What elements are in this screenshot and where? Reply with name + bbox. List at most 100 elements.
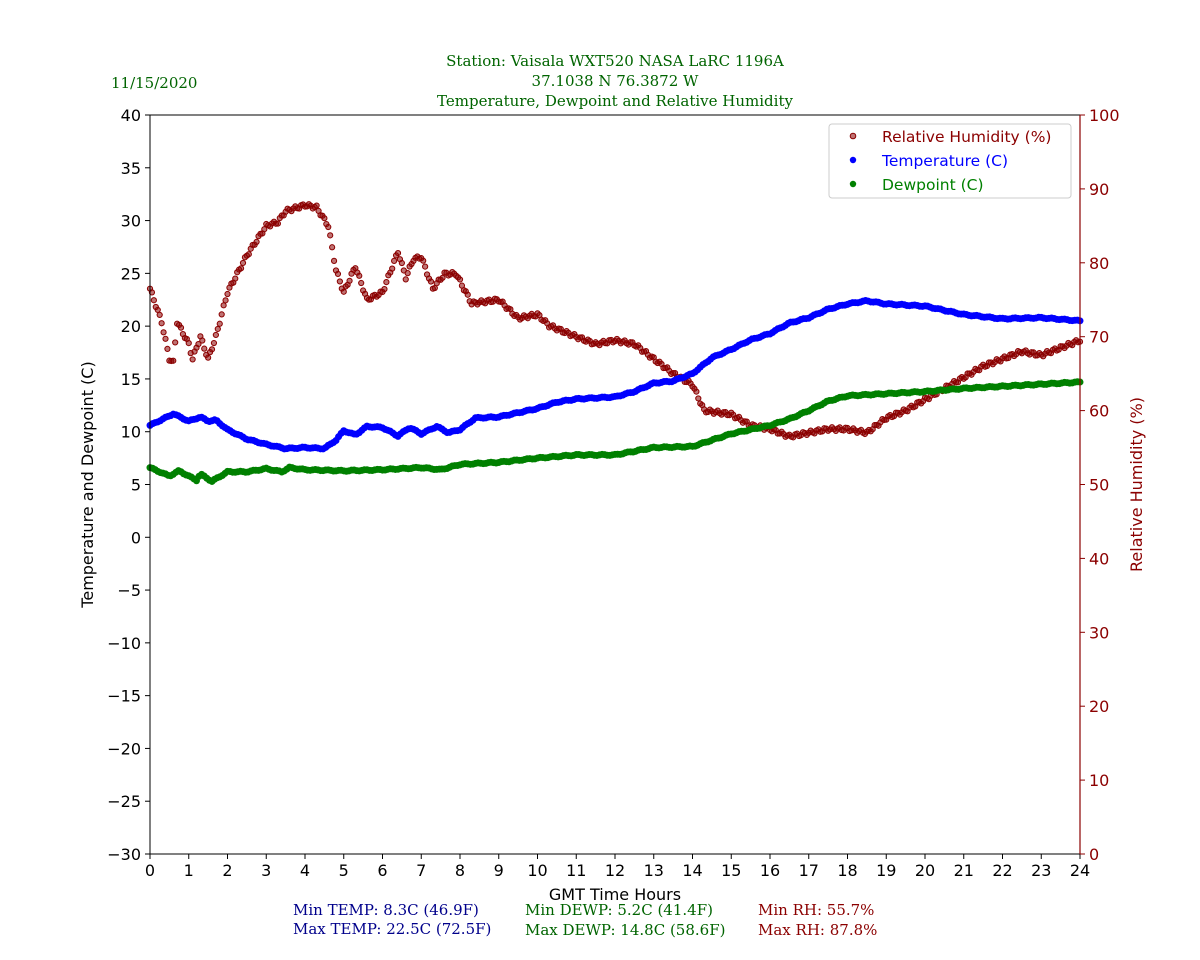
y2-tick-label: 0 bbox=[1089, 845, 1099, 864]
y-tick-label: 5 bbox=[131, 476, 141, 495]
y2-axis-label: Relative Humidity (%) bbox=[1127, 397, 1146, 572]
max-temp: Max TEMP: 22.5C (72.5F) bbox=[293, 920, 492, 938]
x-tick-label: 21 bbox=[954, 861, 974, 880]
rh-point bbox=[321, 215, 328, 222]
y-tick-label: 0 bbox=[131, 528, 141, 547]
rh-point bbox=[330, 257, 338, 264]
x-tick-label: 22 bbox=[992, 861, 1012, 880]
rh-point bbox=[422, 263, 429, 270]
rh-point bbox=[189, 356, 196, 363]
rh-point bbox=[313, 202, 320, 209]
y-tick-label: 10 bbox=[121, 423, 141, 442]
x-tick-label: 12 bbox=[605, 861, 625, 880]
y-tick-label: −25 bbox=[107, 792, 141, 811]
min-dewp: Min DEWP: 5.2C (41.4F) bbox=[525, 901, 713, 919]
plot-frame bbox=[149, 114, 1081, 855]
x-tick-label: 17 bbox=[799, 861, 819, 880]
x-axis-label: GMT Time Hours bbox=[549, 885, 681, 904]
rh-point bbox=[177, 324, 185, 331]
x-tick-label: 3 bbox=[261, 861, 271, 880]
rh-point bbox=[346, 277, 353, 284]
rh-point bbox=[199, 337, 206, 344]
rh-point bbox=[150, 297, 157, 304]
x-tick-label: 23 bbox=[1031, 861, 1051, 880]
rh-point bbox=[220, 302, 227, 309]
x-tick-label: 8 bbox=[455, 861, 465, 880]
rh-point bbox=[693, 388, 700, 395]
y2-tick-label: 30 bbox=[1089, 623, 1109, 642]
x-tick-label: 2 bbox=[222, 861, 232, 880]
rh-point bbox=[210, 339, 218, 347]
rh-point bbox=[358, 279, 365, 287]
rh-point bbox=[185, 340, 192, 347]
x-tick-label: 16 bbox=[760, 861, 780, 880]
rh-point bbox=[356, 272, 363, 279]
rh-point bbox=[340, 288, 347, 295]
rh-point bbox=[201, 345, 208, 352]
rh-point bbox=[402, 276, 409, 283]
x-tick-label: 1 bbox=[184, 861, 194, 880]
rh-point bbox=[162, 335, 169, 342]
legend-box bbox=[828, 123, 1072, 199]
legend-marker bbox=[849, 180, 857, 188]
y2-tick-label: 10 bbox=[1089, 771, 1109, 790]
y-axis-label: Temperature and Dewpoint (C) bbox=[78, 361, 97, 608]
rh-point bbox=[218, 311, 225, 318]
legend-label: Dewpoint (C) bbox=[882, 176, 984, 194]
y2-tick-label: 60 bbox=[1089, 402, 1109, 421]
rh-point bbox=[327, 232, 334, 239]
rh-point bbox=[381, 286, 388, 293]
rh-point bbox=[239, 259, 247, 267]
rh-point bbox=[195, 340, 202, 348]
y2-tick-label: 100 bbox=[1089, 106, 1120, 125]
title-line: Station: Vaisala WXT520 NASA LaRC 1196A bbox=[446, 52, 784, 70]
rh-point bbox=[464, 291, 471, 298]
rh-point bbox=[205, 354, 212, 361]
rh-point bbox=[394, 249, 402, 257]
rh-point bbox=[329, 244, 336, 251]
legend-marker bbox=[849, 132, 857, 140]
x-tick-label: 6 bbox=[377, 861, 387, 880]
rh-point bbox=[214, 325, 221, 333]
x-tick-label: 14 bbox=[682, 861, 702, 880]
rh-point bbox=[172, 339, 179, 346]
rh-point bbox=[237, 265, 245, 272]
y2-tick-label: 40 bbox=[1089, 549, 1109, 568]
rh-point bbox=[208, 346, 216, 353]
y-tick-label: −10 bbox=[107, 634, 141, 653]
rh-point bbox=[420, 257, 427, 264]
y2-tick-label: 70 bbox=[1089, 328, 1109, 347]
title-line: 37.1038 N 76.3872 W bbox=[531, 72, 699, 90]
rh-point bbox=[383, 278, 390, 286]
rh-point bbox=[170, 357, 177, 364]
rh-point bbox=[325, 223, 332, 231]
rh-point bbox=[224, 290, 231, 298]
rh-point bbox=[154, 306, 161, 314]
title-line: Temperature, Dewpoint and Relative Humid… bbox=[437, 92, 793, 110]
y-tick-label: −30 bbox=[107, 845, 141, 864]
x-tick-label: 11 bbox=[566, 861, 586, 880]
y-tick-label: −20 bbox=[107, 739, 141, 758]
rh-point bbox=[216, 320, 223, 327]
rh-point bbox=[253, 238, 260, 245]
x-tick-label: 7 bbox=[416, 861, 426, 880]
y-tick-label: 30 bbox=[121, 212, 141, 231]
rh-point bbox=[212, 331, 219, 339]
rh-point bbox=[245, 251, 252, 258]
x-tick-label: 24 bbox=[1070, 861, 1090, 880]
x-tick-label: 5 bbox=[339, 861, 349, 880]
rh-point bbox=[158, 320, 165, 327]
y-tick-label: 40 bbox=[121, 106, 141, 125]
rh-point bbox=[439, 274, 446, 281]
rh-point bbox=[160, 329, 167, 336]
rh-point bbox=[261, 226, 268, 233]
rh-point bbox=[398, 259, 405, 267]
x-tick-label: 9 bbox=[494, 861, 504, 880]
rh-point bbox=[274, 220, 281, 227]
rh-point bbox=[427, 278, 435, 285]
y-tick-label: −15 bbox=[107, 687, 141, 706]
max-dewp: Max DEWP: 14.8C (58.6F) bbox=[525, 921, 726, 939]
rh-point bbox=[164, 345, 171, 352]
